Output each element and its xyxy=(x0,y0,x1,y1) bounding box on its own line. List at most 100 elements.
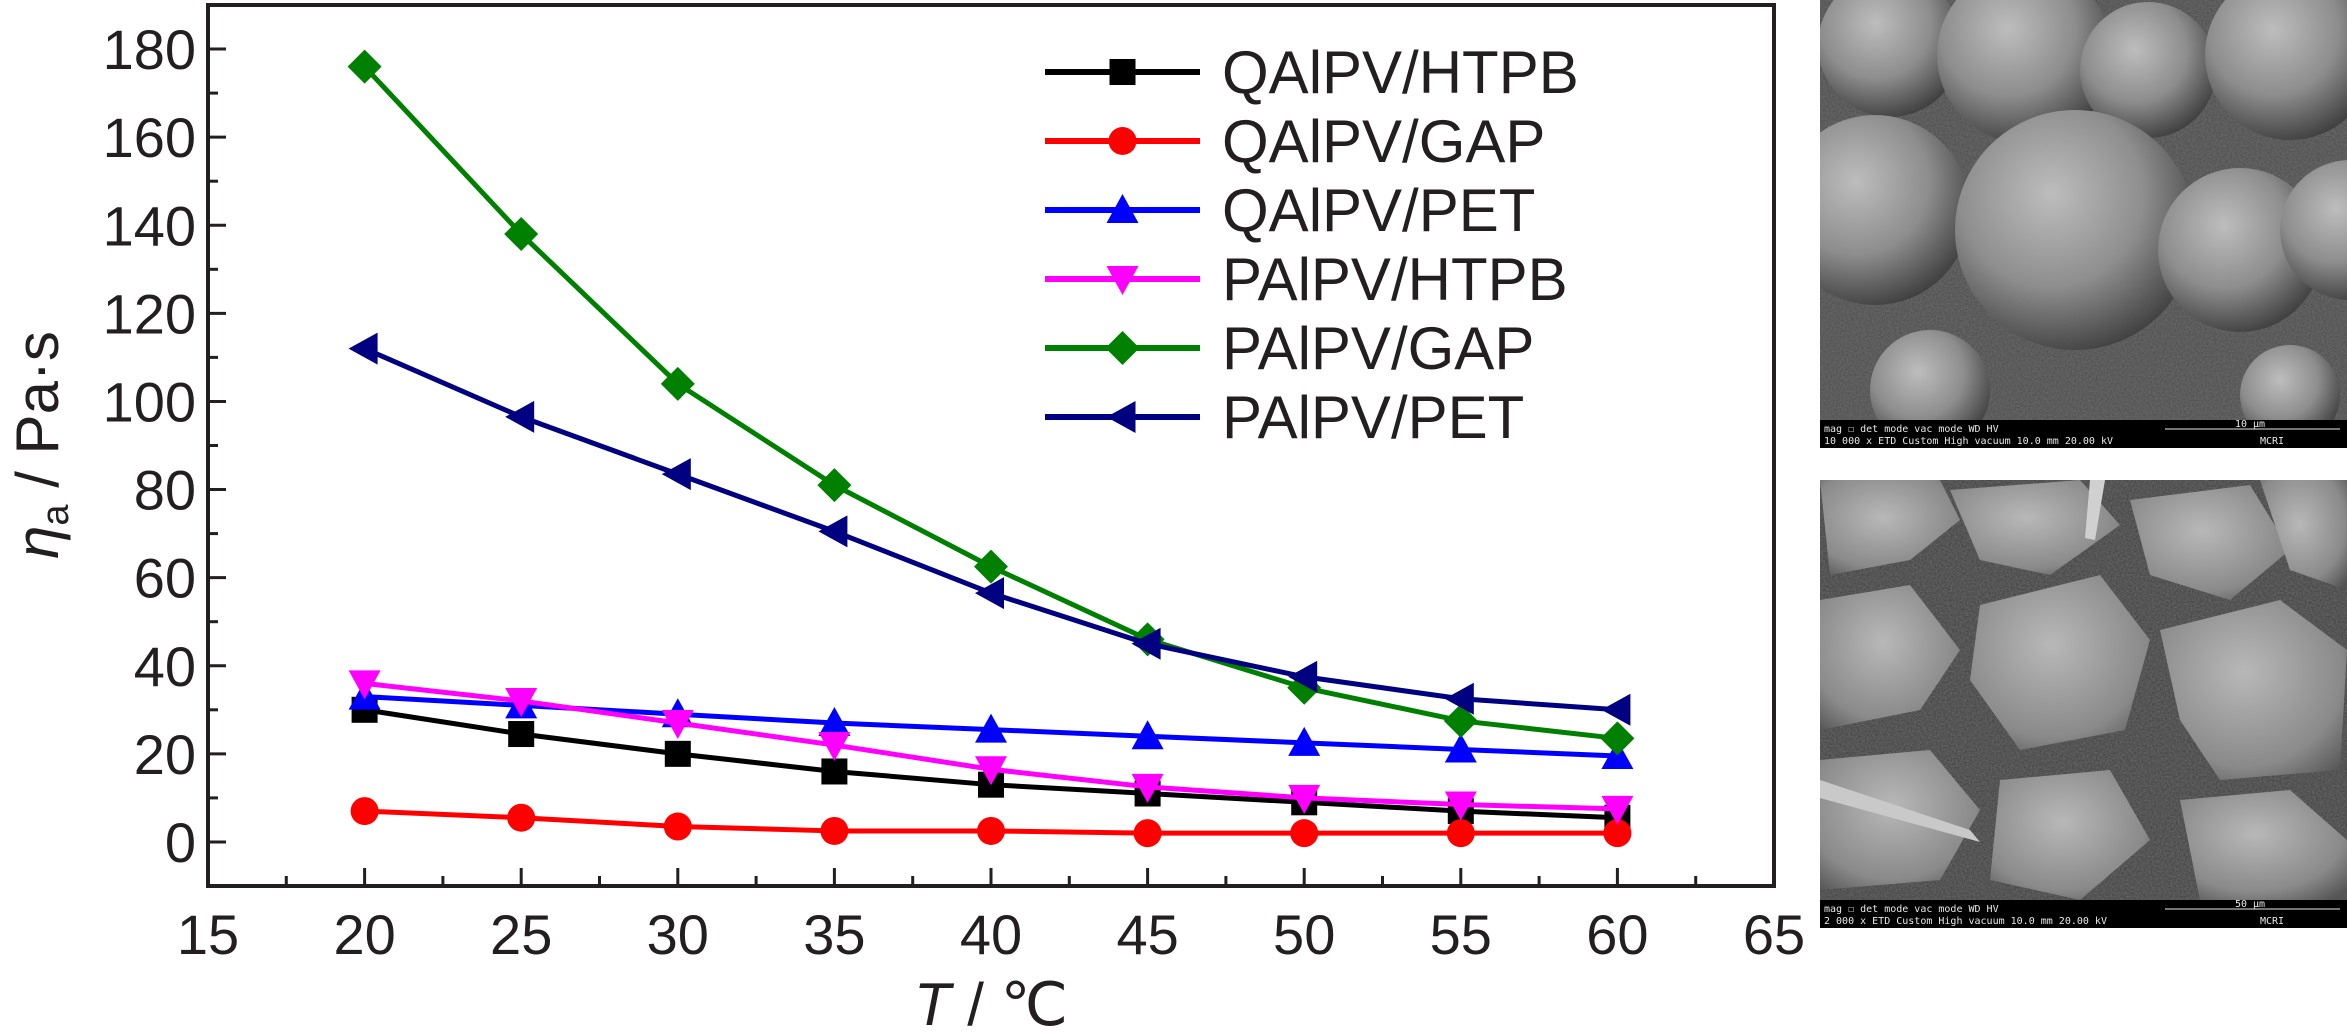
legend-marker xyxy=(1106,266,1139,295)
series-palpv-htpb xyxy=(348,670,1634,825)
particle xyxy=(1955,110,2195,350)
data-point xyxy=(1131,773,1164,803)
y-tick-label: 180 xyxy=(103,18,196,81)
legend-entry: PAlPV/PET xyxy=(1045,384,1524,451)
x-tick-label: 25 xyxy=(490,903,552,966)
legend-entry: PAlPV/GAP xyxy=(1045,315,1534,382)
y-tick-label: 100 xyxy=(103,370,196,433)
data-point xyxy=(977,816,1005,845)
data-point xyxy=(660,366,695,401)
particle xyxy=(1937,0,2113,143)
flake xyxy=(2260,480,2347,590)
data-point xyxy=(818,732,851,762)
sem-org-label: MCRI xyxy=(2260,436,2284,447)
series-palpv-gap xyxy=(347,49,1635,756)
data-point xyxy=(1444,791,1477,821)
data-point xyxy=(1603,819,1632,848)
data-point xyxy=(1131,720,1164,750)
legend-entry: QAlPV/HTPB xyxy=(1045,39,1579,106)
y-tick-label: 20 xyxy=(134,723,196,786)
y-tick-label: 120 xyxy=(103,282,196,345)
data-point xyxy=(817,468,852,503)
legend-label: PAlPV/HTPB xyxy=(1222,246,1568,313)
legend-marker xyxy=(1105,331,1140,365)
data-point xyxy=(348,332,378,365)
y-tick-label: 160 xyxy=(103,106,196,169)
data-point xyxy=(664,740,691,767)
y-axis-label: ηa / Pa·s xyxy=(4,331,77,559)
data-point xyxy=(508,721,535,748)
x-axis-ticks: 15 20 25 30 35 40 45 50 55 60 65 xyxy=(177,868,1805,966)
x-tick-label: 35 xyxy=(803,903,865,966)
particle xyxy=(1870,330,1990,448)
data-point xyxy=(975,577,1004,610)
data-point xyxy=(818,707,851,737)
rod xyxy=(2085,480,2105,540)
legend-marker xyxy=(1106,194,1139,223)
legend-entry: PAlPV/HTPB xyxy=(1045,246,1568,313)
y-tick-label: 140 xyxy=(103,194,196,257)
flake xyxy=(1990,770,2150,900)
sem-org-label: MCRI xyxy=(2260,916,2284,927)
data-point xyxy=(505,687,538,717)
data-point xyxy=(1131,627,1161,660)
data-point xyxy=(661,710,694,740)
flake xyxy=(2130,485,2290,600)
particle xyxy=(2158,168,2322,332)
flake xyxy=(1950,480,2120,575)
data-point xyxy=(975,756,1007,786)
data-point xyxy=(1133,819,1162,848)
viscosity-chart: 15 20 25 30 35 40 45 50 55 60 65 0 20 40 60 80 100 120 14… xyxy=(4,3,1805,1032)
sem-info-bottom: 2 000 x ETD Custom High vacuum 10.0 mm 2… xyxy=(1824,916,2107,927)
scale-bar-label: 50 μm xyxy=(2235,899,2265,910)
sem-image-spheres: mag ☐ det mode vac mode WD HV 10 000 x E… xyxy=(1820,0,2347,448)
data-point xyxy=(1444,682,1474,715)
legend-marker xyxy=(1109,59,1136,85)
sem-info-top: mag ☐ det mode vac mode WD HV xyxy=(1824,424,1999,435)
data-point xyxy=(1290,819,1319,848)
data-point xyxy=(818,515,848,548)
data-point xyxy=(504,217,539,252)
flake xyxy=(1820,585,1960,730)
data-point xyxy=(1288,660,1318,693)
y-axis-ticks: 0 20 40 60 80 100 120 140 160 180 xyxy=(103,3,226,888)
data-point xyxy=(347,49,382,84)
legend-label: QAlPV/GAP xyxy=(1222,108,1545,175)
data-point xyxy=(1601,693,1631,726)
data-point xyxy=(1288,784,1321,814)
data-point xyxy=(505,400,535,433)
y-tick-label: 40 xyxy=(134,635,196,698)
particle xyxy=(1820,0,1962,117)
sem-info-bottom: 10 000 x ETD Custom High vacuum 10.0 mm … xyxy=(1824,436,2113,447)
flake xyxy=(1820,480,1960,575)
series-qalpv-gap xyxy=(350,797,1632,848)
x-axis-label: T / ℃ xyxy=(914,971,1068,1032)
data-point xyxy=(350,797,379,826)
particle xyxy=(2205,0,2347,140)
x-tick-label: 30 xyxy=(647,903,709,966)
scale-bar-label: 10 μm xyxy=(2235,419,2265,430)
y-tick-label: 0 xyxy=(165,811,196,874)
x-tick-label: 65 xyxy=(1743,903,1805,966)
series-palpv-pet xyxy=(348,332,1631,726)
legend-label: QAlPV/PET xyxy=(1222,177,1535,244)
data-point xyxy=(663,812,692,841)
rod xyxy=(1820,780,1980,842)
x-tick-label: 20 xyxy=(333,903,395,966)
data-point xyxy=(661,458,691,491)
legend-marker xyxy=(1106,401,1136,433)
data-point xyxy=(348,670,381,700)
data-point xyxy=(974,549,1008,584)
y-tick-label: 60 xyxy=(134,547,196,610)
particle xyxy=(2280,160,2347,300)
particle xyxy=(1820,115,1970,305)
legend-label: PAlPV/PET xyxy=(1222,384,1524,451)
data-point xyxy=(1444,733,1477,763)
data-point xyxy=(1443,703,1478,738)
x-tick-label: 55 xyxy=(1430,903,1492,966)
data-point xyxy=(975,713,1007,743)
flake xyxy=(1970,575,2150,750)
data-point xyxy=(507,803,536,832)
data-point xyxy=(1601,795,1634,825)
